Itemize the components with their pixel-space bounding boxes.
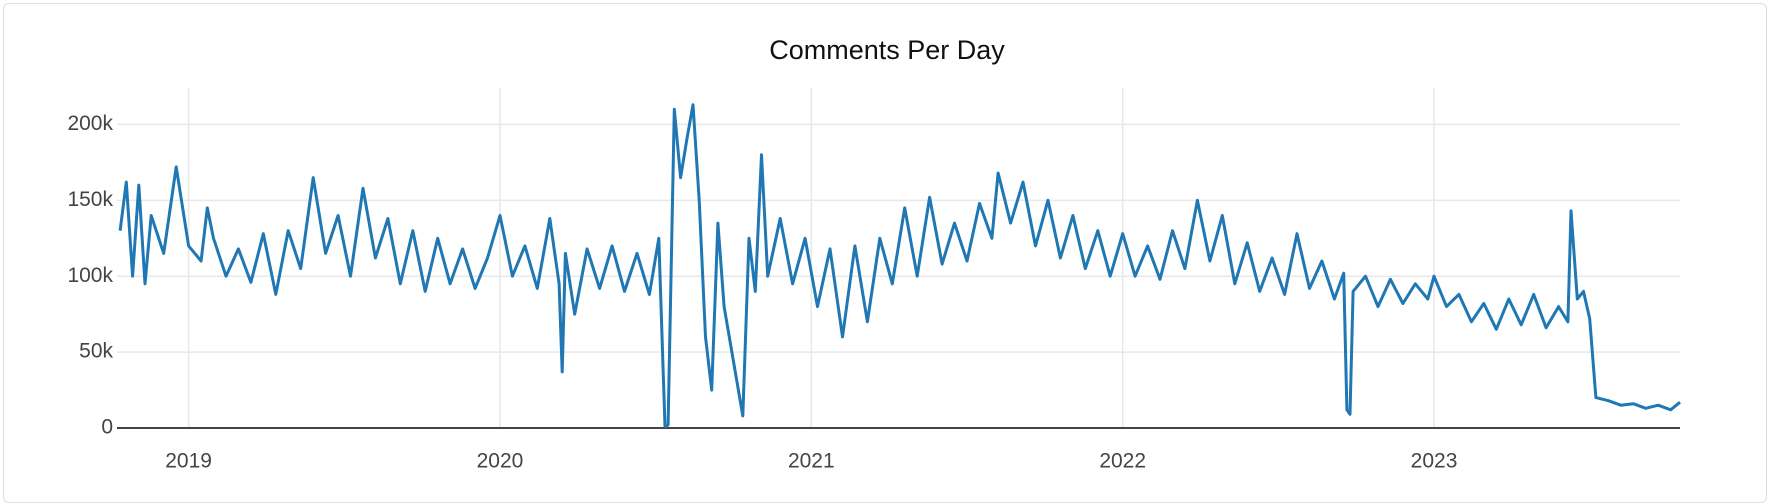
x-tick-label: 2020 — [477, 450, 524, 473]
chart-title: Comments Per Day — [769, 35, 1005, 65]
x-tick-label: 2021 — [788, 450, 835, 473]
data-line — [118, 103, 1681, 428]
y-tick-label: 50k — [79, 340, 113, 363]
y-tick-label: 150k — [67, 188, 113, 211]
x-tick-label: 2022 — [1099, 450, 1146, 473]
y-tick-label: 100k — [67, 264, 113, 287]
y-tick-label: 0 — [101, 416, 113, 439]
x-tick-label: 2019 — [165, 450, 212, 473]
x-tick-label: 2023 — [1411, 450, 1458, 473]
y-tick-label: 200k — [67, 112, 113, 135]
